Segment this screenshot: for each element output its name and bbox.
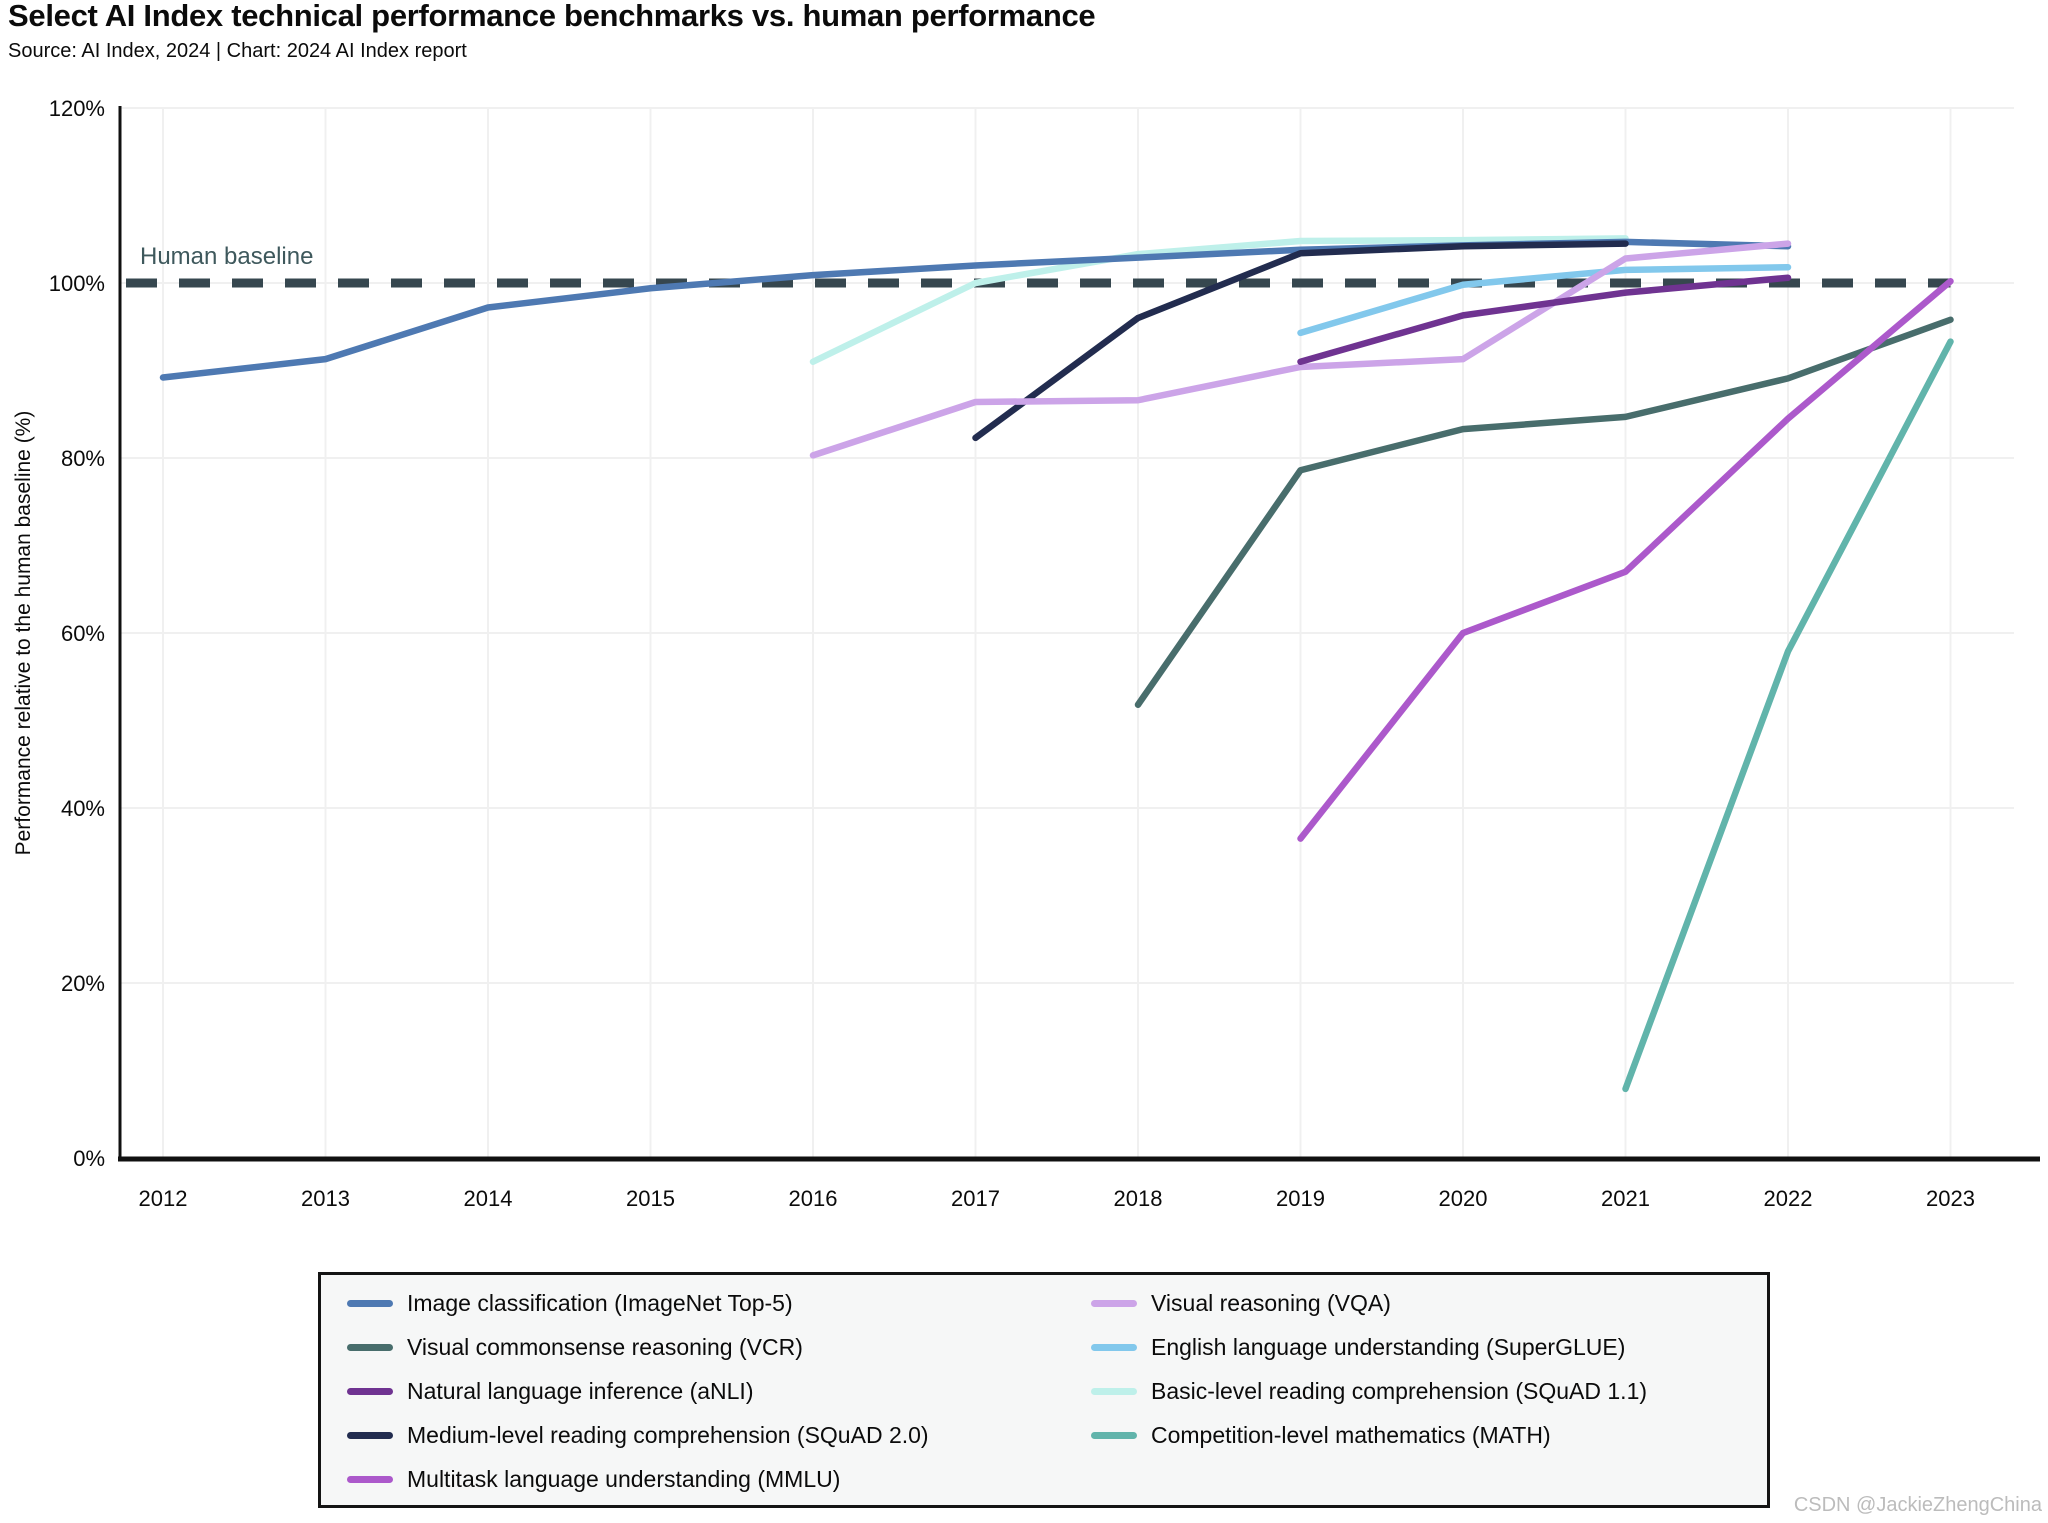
series-line-6 <box>809 240 1792 459</box>
legend-item: Image classification (ImageNet Top-5) <box>347 1289 929 1317</box>
y-tick-label: 40% <box>60 796 105 821</box>
series-line-8 <box>809 235 1629 365</box>
page-title: Select AI Index technical performance be… <box>8 0 1096 33</box>
legend-column-right: Visual reasoning (VQA) English language u… <box>1091 1289 1647 1449</box>
legend-swatch-icon <box>347 1343 393 1351</box>
x-tick-label: 2015 <box>626 1186 675 1211</box>
series-line-5 <box>1297 278 1954 842</box>
x-tick-label: 2012 <box>138 1186 188 1211</box>
x-tick-label: 2019 <box>1276 1186 1325 1211</box>
y-tick-label: 80% <box>60 446 105 471</box>
legend-item: English language understanding (SuperGLU… <box>1091 1333 1647 1361</box>
y-tick-label: 20% <box>60 971 105 996</box>
legend-label: Medium-level reading comprehension (SQuA… <box>407 1421 929 1448</box>
chart-legend: Image classification (ImageNet Top-5) Vis… <box>318 1272 1770 1508</box>
y-tick-label: 120% <box>48 96 105 121</box>
legend-item: Multitask language understanding (MMLU) <box>347 1465 929 1493</box>
legend-label: Visual reasoning (VQA) <box>1151 1289 1391 1316</box>
watermark: CSDN @JackieZhengChina <box>1793 1494 2042 1516</box>
legend-swatch-icon <box>1091 1299 1137 1307</box>
series-line-3 <box>1297 274 1792 365</box>
y-tick-label: 100% <box>48 271 105 296</box>
legend-swatch-icon <box>1091 1431 1137 1439</box>
legend-label: Natural language inference (aNLI) <box>407 1377 754 1404</box>
legend-label: Basic-level reading comprehension (SQuAD… <box>1151 1377 1648 1404</box>
legend-item: Natural language inference (aNLI) <box>347 1377 929 1405</box>
x-tick-label: 2023 <box>1926 1186 1975 1211</box>
legend-swatch-icon <box>1091 1387 1137 1395</box>
legend-item: Competition-level mathematics (MATH) <box>1091 1421 1647 1449</box>
x-tick-label: 2017 <box>951 1186 1000 1211</box>
x-tick-label: 2020 <box>1438 1186 1488 1211</box>
x-tick-label: 2018 <box>1113 1186 1163 1211</box>
legend-swatch-icon <box>347 1475 393 1483</box>
legend-label: Visual commonsense reasoning (VCR) <box>407 1333 803 1360</box>
legend-item: Visual reasoning (VQA) <box>1091 1289 1647 1317</box>
series-line-7 <box>1297 264 1792 337</box>
legend-label: English language understanding (SuperGLU… <box>1151 1333 1626 1360</box>
legend-item: Medium-level reading comprehension (SQuA… <box>347 1421 929 1449</box>
series-line-4 <box>972 240 1629 442</box>
y-tick-label: 60% <box>60 621 105 646</box>
legend-label: Competition-level mathematics (MATH) <box>1151 1421 1551 1448</box>
human-baseline-label: Human baseline <box>140 243 314 270</box>
x-tick-label: 2021 <box>1601 1186 1650 1211</box>
x-tick-label: 2013 <box>301 1186 350 1211</box>
legend-swatch-icon <box>347 1299 393 1307</box>
x-tick-label: 2022 <box>1763 1186 1813 1211</box>
legend-item: Visual commonsense reasoning (VCR) <box>347 1333 929 1361</box>
legend-item: Basic-level reading comprehension (SQuAD… <box>1091 1377 1647 1405</box>
legend-label: Multitask language understanding (MMLU) <box>407 1465 841 1492</box>
x-tick-label: 2016 <box>788 1186 838 1211</box>
legend-column-left: Image classification (ImageNet Top-5) Vis… <box>347 1289 929 1493</box>
legend-swatch-icon <box>347 1387 393 1395</box>
x-tick-label: 2014 <box>463 1186 513 1211</box>
legend-swatch-icon <box>347 1431 393 1439</box>
legend-label: Image classification (ImageNet Top-5) <box>407 1289 793 1316</box>
series-line-2 <box>1134 316 1954 708</box>
y-tick-label: 0% <box>73 1146 105 1171</box>
page-subtitle: Source: AI Index, 2024 | Chart: 2024 AI … <box>8 40 467 62</box>
series-line-9 <box>1622 338 1954 1093</box>
legend-swatch-icon <box>1091 1343 1137 1351</box>
